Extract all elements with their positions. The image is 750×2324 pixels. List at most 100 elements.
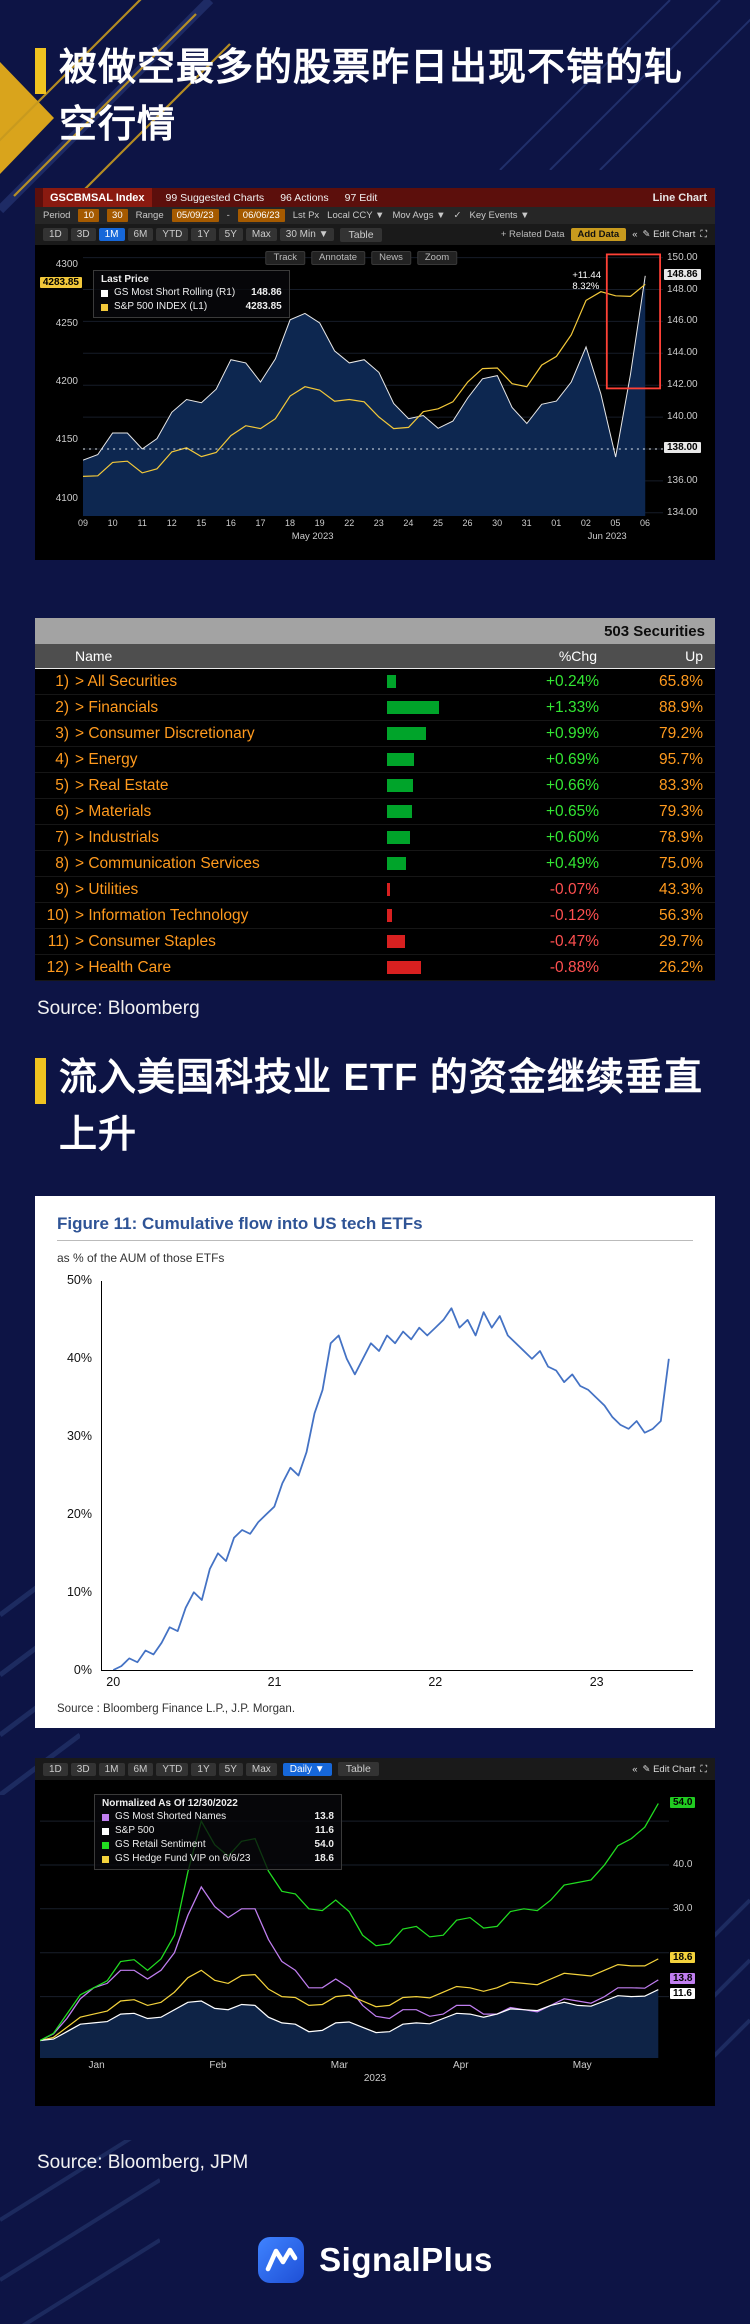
bbg2-frequency-select[interactable]: Daily ▼ (282, 1762, 332, 1776)
row-number: 11) (47, 932, 69, 950)
header-up[interactable]: Up (685, 648, 703, 664)
heading1-line1: 被做空最多的股票昨日出现不错的轧 (59, 47, 684, 89)
tool-news[interactable]: News (371, 251, 411, 265)
tool-annotate[interactable]: Annotate (311, 251, 366, 265)
month-label-may: May 2023 (291, 531, 334, 542)
right-axis-badge: 54.0 (670, 1797, 696, 1808)
bbg1-related-data[interactable]: + Related Data (500, 229, 565, 240)
table-row[interactable]: 2) > Financials +1.33% 88.9% (35, 695, 715, 721)
edit-chart-label[interactable]: ✎ Edit Chart (642, 1763, 696, 1775)
range-button[interactable]: 6M (127, 1762, 154, 1776)
settings-value[interactable]: 10 (78, 209, 100, 222)
x-axis-day: 10 (107, 518, 118, 528)
row-bar-cell (387, 701, 507, 714)
row-name: > Financials (75, 698, 159, 716)
table-row[interactable]: 6) > Materials +0.65% 79.3% (35, 799, 715, 825)
row-name: > Consumer Staples (75, 932, 216, 950)
menu-item[interactable]: 99 Suggested Charts (165, 191, 265, 204)
row-number: 9) (55, 880, 69, 898)
menu-item[interactable]: 96 Actions (280, 191, 329, 204)
range-button[interactable]: 3D (70, 1762, 96, 1776)
range-button[interactable]: 5Y (218, 1762, 243, 1776)
x-tick-label: 21 (267, 1675, 282, 1689)
bbg1-ticker[interactable]: GSCBMSAL Index (43, 188, 152, 207)
x-axis-month: Feb (209, 2060, 227, 2071)
bbg1-edit-chart[interactable]: « ✎ Edit Chart ⛶ (632, 229, 707, 240)
change-bar (387, 883, 390, 896)
row-name: > Materials (75, 802, 152, 820)
legend-swatch (102, 1841, 109, 1849)
legend-value: 4283.85 (245, 301, 282, 312)
change-bar (387, 857, 406, 870)
range-button[interactable]: 1D (43, 1762, 68, 1776)
settings-label: Lst Px (292, 210, 320, 221)
axis-tick: 4100 (55, 492, 78, 504)
legend-item: GS Retail Sentiment 54.0 (102, 1838, 334, 1852)
row-number: 1) (55, 672, 69, 690)
y-tick-label: 30% (66, 1429, 92, 1443)
row-bar-cell (387, 753, 507, 766)
row-change: +0.69% (545, 750, 599, 768)
bbg2-table-button[interactable]: Table (337, 1762, 379, 1776)
row-number: 5) (55, 776, 69, 794)
bbg1-annotation: +11.44 8.32% (572, 270, 601, 292)
tool-track[interactable]: Track (265, 251, 306, 265)
collapse-icon[interactable]: « (632, 229, 638, 240)
range-button[interactable]: 5Y (218, 228, 243, 241)
decoration-bottom-left (0, 2140, 160, 2324)
row-bar-cell (387, 909, 507, 922)
expand-icon[interactable]: ⛶ (700, 1763, 707, 1775)
x-axis-day: 02 (580, 518, 591, 528)
table-row[interactable]: 7) > Industrials +0.60% 78.9% (35, 825, 715, 851)
table-row[interactable]: 9) > Utilities -0.07% 43.3% (35, 877, 715, 903)
bbg1-table-button[interactable]: Table (340, 227, 382, 242)
range-button[interactable]: 1M (98, 228, 125, 241)
header-name[interactable]: Name (75, 648, 113, 664)
bbg2-edit-chart[interactable]: « ✎ Edit Chart ⛶ (632, 1764, 707, 1775)
tool-zoom[interactable]: Zoom (416, 251, 458, 265)
change-bar (387, 935, 405, 948)
edit-chart-label[interactable]: ✎ Edit Chart (642, 229, 696, 240)
bbg1-add-data-button[interactable]: Add Data (570, 228, 627, 241)
figure-source: Source : Bloomberg Finance L.P., J.P. Mo… (57, 1703, 296, 1715)
range-button[interactable]: 1M (98, 1762, 125, 1776)
brand-name: SignalPlus (319, 2241, 493, 2278)
axis-tick: 4150 (55, 434, 78, 446)
settings-value[interactable]: 06/06/23 (237, 209, 285, 222)
table-row[interactable]: 5) > Real Estate +0.66% 83.3% (35, 773, 715, 799)
collapse-icon[interactable]: « (632, 1763, 638, 1775)
table-row[interactable]: 1) > All Securities +0.24% 65.8% (35, 669, 715, 695)
range-button[interactable]: 1D (43, 228, 68, 241)
table-row[interactable]: 11) > Consumer Staples -0.47% 29.7% (35, 929, 715, 955)
change-bar (387, 779, 413, 792)
bbg1-titlebar: GSCBMSAL Index 99 Suggested Charts 96 Act… (35, 188, 715, 207)
row-up: 78.9% (659, 828, 703, 846)
table-row[interactable]: 12) > Health Care -0.88% 26.2% (35, 955, 715, 981)
table-row[interactable]: 8) > Communication Services +0.49% 75.0% (35, 851, 715, 877)
range-button[interactable]: 1Y (191, 1762, 216, 1776)
range-button[interactable]: Max (245, 228, 277, 241)
axis-tick: 4300 (55, 259, 78, 271)
range-button[interactable]: 3D (70, 228, 96, 241)
menu-item[interactable]: 97 Edit (344, 191, 378, 204)
legend-value: 18.6 (314, 1853, 334, 1864)
table-row[interactable]: 10) > Information Technology -0.12% 56.3% (35, 903, 715, 929)
table-row[interactable]: 4) > Energy +0.69% 95.7% (35, 747, 715, 773)
settings-value[interactable]: 30 (107, 209, 128, 222)
settings-value[interactable]: 05/09/23 (171, 209, 219, 222)
right-axis-level-badge: 138.00 (664, 442, 701, 453)
header-chg[interactable]: %Chg (558, 648, 597, 664)
range-button[interactable]: 6M (127, 228, 154, 241)
x-axis-day: 31 (521, 518, 532, 528)
settings-label: - (226, 210, 230, 221)
row-bar-cell (387, 727, 507, 740)
range-button[interactable]: YTD (156, 228, 189, 241)
expand-icon[interactable]: ⛶ (700, 229, 707, 240)
row-bar-cell (387, 805, 507, 818)
row-bar-cell (387, 675, 507, 688)
range-button[interactable]: Max (245, 1762, 277, 1776)
interval-select[interactable]: 30 Min ▼ (279, 228, 335, 241)
range-button[interactable]: 1Y (191, 228, 216, 241)
table-row[interactable]: 3) > Consumer Discretionary +0.99% 79.2% (35, 721, 715, 747)
range-button[interactable]: YTD (156, 1762, 189, 1776)
